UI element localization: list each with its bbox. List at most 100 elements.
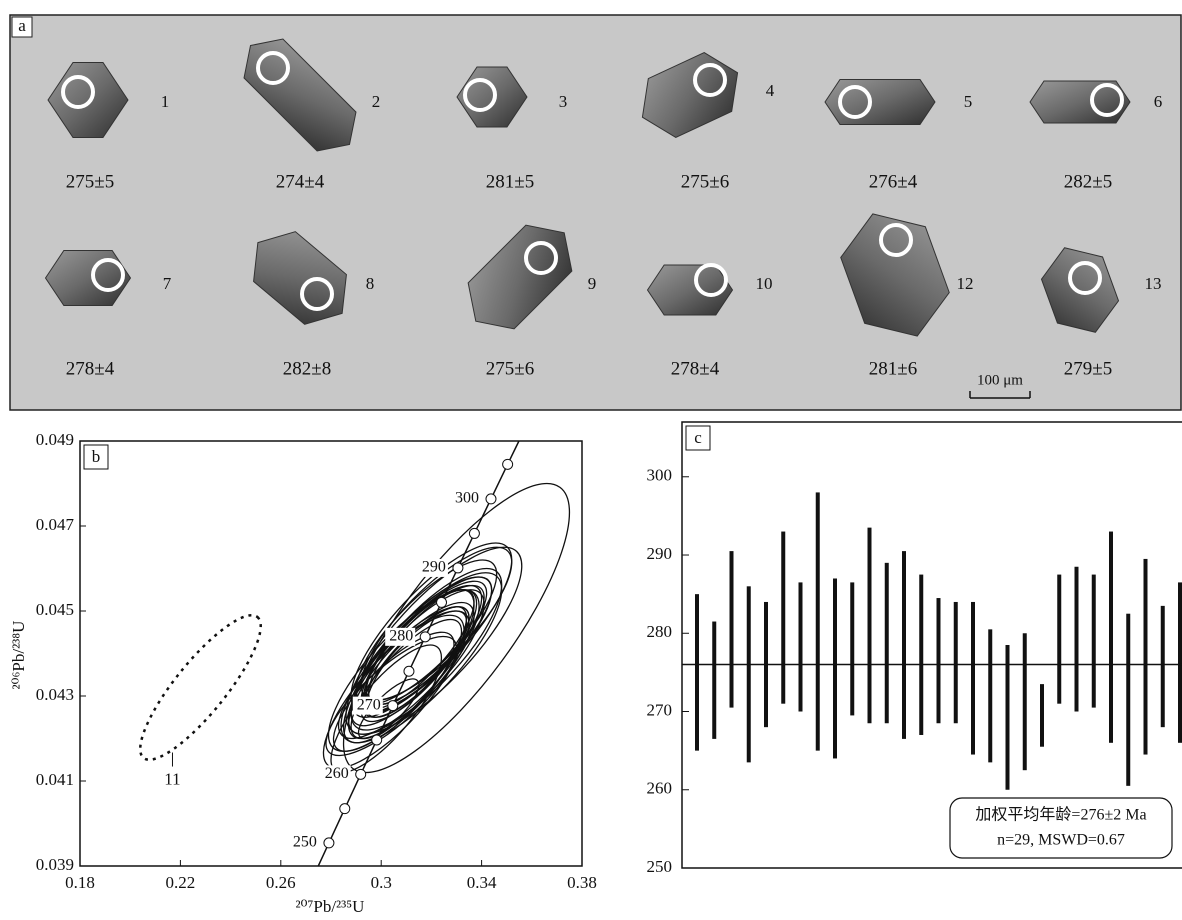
x-tick-label: 0.34 — [467, 873, 497, 892]
y-tick-label: 250 — [647, 857, 673, 876]
grain-number: 4 — [766, 81, 775, 100]
age-error-bar — [937, 598, 941, 723]
age-error-bar — [1075, 567, 1079, 712]
grain-age: 274±4 — [276, 171, 325, 192]
grain-age: 282±5 — [1064, 171, 1112, 192]
concordia-age-point — [356, 769, 366, 779]
age-error-bar — [919, 575, 923, 735]
x-axis-label: ²⁰⁷Pb/²³⁵U — [296, 897, 365, 916]
age-error-bar — [833, 578, 837, 758]
grain-age: 281±6 — [869, 358, 917, 379]
panel-label: c — [694, 428, 702, 447]
age-error-bar — [695, 594, 699, 750]
concordia-age-point — [503, 459, 513, 469]
x-tick-label: 0.38 — [567, 873, 597, 892]
concordia-age-label: 260 — [325, 765, 349, 782]
age-error-bar — [902, 551, 906, 739]
grain-number: 3 — [559, 92, 568, 111]
age-error-bar — [1040, 684, 1044, 747]
scale-bar-label: 100 μm — [977, 372, 1023, 388]
concordia-age-point — [404, 666, 414, 676]
age-error-bar — [816, 492, 820, 750]
age-error-bar — [954, 602, 958, 723]
age-error-bar — [1126, 614, 1130, 786]
concordia-age-point — [486, 494, 496, 504]
age-error-bar — [1161, 606, 1165, 727]
grain-number: 2 — [372, 92, 381, 111]
panel-label: a — [18, 16, 26, 35]
age-error-bar — [1092, 575, 1096, 708]
grain-number: 7 — [163, 274, 172, 293]
panel-a-frame — [10, 15, 1181, 410]
y-tick-label: 300 — [647, 466, 673, 485]
y-tick-label: 290 — [647, 544, 673, 563]
concordia-age-label: 280 — [389, 628, 413, 645]
grain-number: 8 — [366, 274, 375, 293]
concordia-age-label: 290 — [422, 559, 446, 576]
x-tick-label: 0.3 — [371, 873, 392, 892]
age-error-bar — [971, 602, 975, 755]
annotation: n=29, MSWD=0.67 — [997, 832, 1125, 849]
age-error-bar — [1144, 559, 1148, 755]
age-error-bar — [1006, 645, 1010, 790]
grain-number: 1 — [161, 92, 170, 111]
grain-number: 5 — [964, 92, 973, 111]
age-error-bar — [1023, 633, 1027, 770]
grain-age: 279±5 — [1064, 358, 1112, 379]
age-error-bar — [730, 551, 734, 707]
x-tick-label: 0.18 — [65, 873, 95, 892]
panel-label: b — [92, 447, 101, 466]
concordia-age-point — [372, 735, 382, 745]
grain-age: 275±5 — [66, 171, 114, 192]
grain-age: 281±5 — [486, 171, 534, 192]
concordia-age-point — [437, 597, 447, 607]
grain-age: 282±8 — [283, 358, 331, 379]
grain-age: 275±6 — [486, 358, 534, 379]
y-axis-label: ²⁰⁶Pb/²³⁸U — [9, 621, 28, 690]
y-tick-label: 0.047 — [36, 515, 75, 534]
grain-number: 12 — [957, 274, 974, 293]
figure: a 100 μm 1 275±5 2 274±4 3 281±5 4 275±6 5 276±4 6… — [0, 0, 1182, 920]
concordia-age-point — [340, 804, 350, 814]
grain-number: 9 — [588, 274, 597, 293]
grain-age: 275±6 — [681, 171, 729, 192]
age-error-bar — [747, 586, 751, 762]
age-error-bar — [712, 622, 716, 739]
y-tick-label: 270 — [647, 700, 673, 719]
y-tick-label: 0.039 — [36, 855, 74, 874]
age-error-bar — [885, 563, 889, 723]
panel-c: c 250 260 270 280 290 300 加权平均年龄=276±2 Ma n=29,… — [647, 422, 1182, 876]
y-tick-label: 260 — [647, 779, 673, 798]
age-error-bar — [850, 582, 854, 715]
age-error-bar — [1057, 575, 1061, 704]
annotation: 加权平均年龄=276±2 Ma — [975, 806, 1146, 824]
concordia-age-point — [388, 701, 398, 711]
grain-number: 10 — [756, 274, 773, 293]
concordia-age-label: 270 — [357, 696, 381, 713]
concordia-age-label: 250 — [293, 834, 317, 851]
concordia-age-point — [324, 838, 334, 848]
outlier-label: 11 — [164, 769, 180, 788]
age-error-bar — [988, 629, 992, 762]
grain-number: 13 — [1145, 274, 1162, 293]
age-error-bar — [1178, 582, 1182, 742]
grain-age: 278±4 — [671, 358, 720, 379]
y-tick-label: 0.049 — [36, 430, 74, 449]
concordia-age-point — [453, 563, 463, 573]
concordia-age-point — [420, 632, 430, 642]
age-error-bar — [799, 582, 803, 711]
panel-a: a 100 μm 1 275±5 2 274±4 3 281±5 4 275±6 5 276±4 6… — [10, 15, 1181, 410]
x-tick-label: 0.22 — [166, 873, 196, 892]
y-tick-label: 280 — [647, 622, 673, 641]
y-tick-label: 0.041 — [36, 770, 74, 789]
y-tick-label: 0.045 — [36, 600, 74, 619]
grain-age: 276±4 — [869, 171, 918, 192]
concordia-age-point — [469, 528, 479, 538]
panel-b: 250 260 270 280 290 300 b ²⁰⁷Pb/²³⁵U ²⁰⁶Pb/²³… — [9, 430, 605, 916]
grain-number: 6 — [1154, 92, 1163, 111]
x-tick-label: 0.26 — [266, 873, 296, 892]
zircon-grain — [46, 251, 131, 306]
grain-age: 278±4 — [66, 358, 115, 379]
concordia-age-label: 300 — [455, 490, 479, 507]
age-error-bar — [781, 532, 785, 704]
